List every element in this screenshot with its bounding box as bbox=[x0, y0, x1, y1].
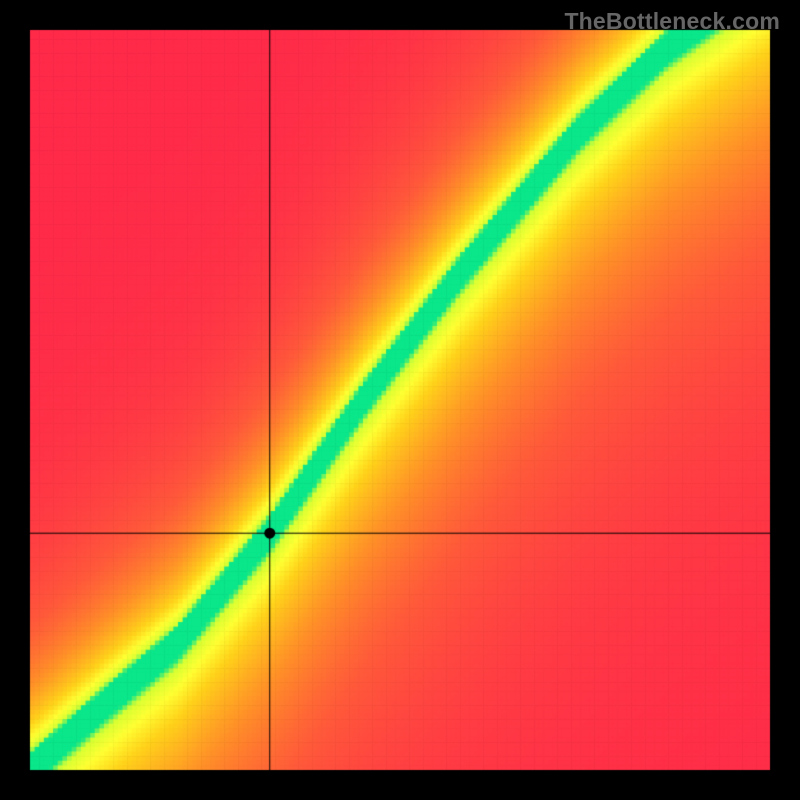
bottleneck-heatmap bbox=[0, 0, 800, 800]
watermark-text: TheBottleneck.com bbox=[564, 8, 780, 35]
